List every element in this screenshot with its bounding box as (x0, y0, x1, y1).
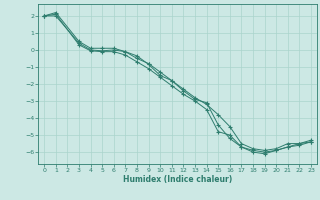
X-axis label: Humidex (Indice chaleur): Humidex (Indice chaleur) (123, 175, 232, 184)
